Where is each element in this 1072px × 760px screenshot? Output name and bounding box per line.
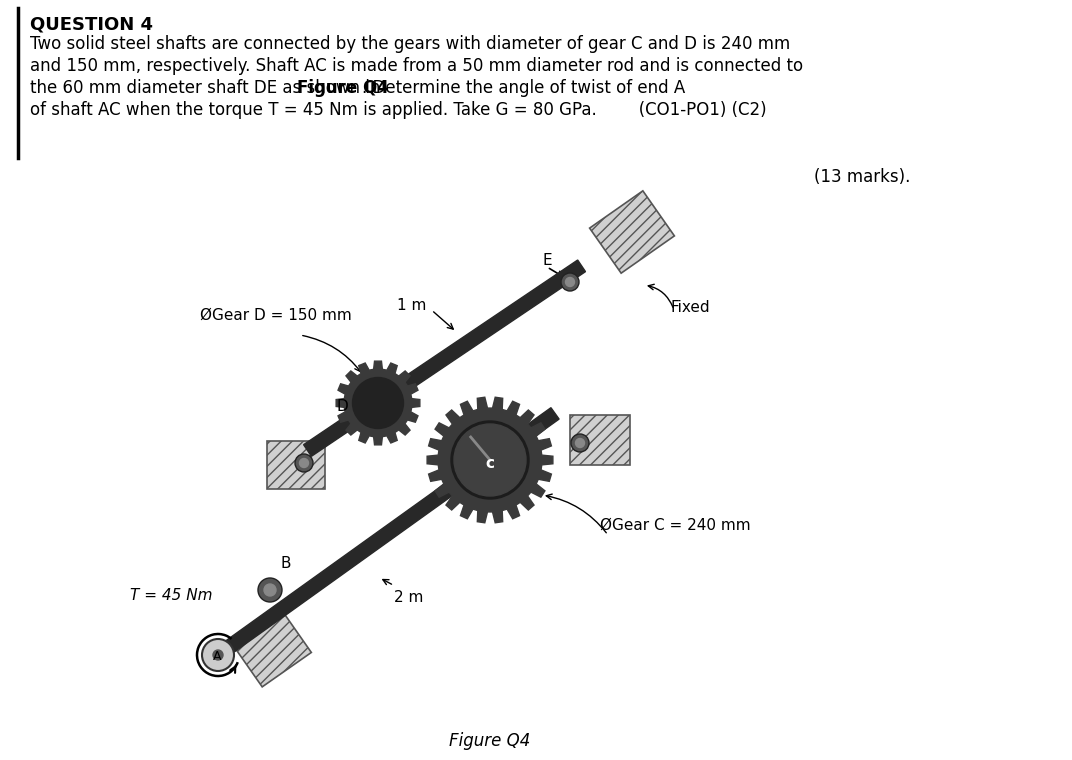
Text: B: B: [280, 556, 291, 571]
Polygon shape: [303, 260, 585, 456]
Text: T = 45 Nm: T = 45 Nm: [130, 588, 212, 603]
Bar: [570, 415, 630, 465]
Circle shape: [258, 578, 282, 602]
Text: c: c: [486, 455, 494, 470]
Text: of shaft AC when the torque T = 45 Nm is applied. Take G = 80 GPa.        (CO1-P: of shaft AC when the torque T = 45 Nm is…: [30, 101, 766, 119]
Text: E: E: [544, 253, 553, 268]
Text: Two solid steel shafts are connected by the gears with diameter of gear C and D : Two solid steel shafts are connected by …: [30, 35, 790, 53]
Text: . Determine the angle of twist of end A: . Determine the angle of twist of end A: [361, 79, 685, 97]
Circle shape: [299, 458, 309, 467]
Circle shape: [576, 439, 584, 448]
Text: Figure Q4: Figure Q4: [297, 79, 389, 97]
Text: and 150 mm, respectively. Shaft AC is made from a 50 mm diameter rod and is conn: and 150 mm, respectively. Shaft AC is ma…: [30, 57, 803, 75]
Circle shape: [455, 424, 526, 496]
Circle shape: [561, 273, 579, 291]
Circle shape: [295, 454, 313, 472]
Text: Figure Q4: Figure Q4: [449, 732, 531, 750]
Bar: [267, 441, 325, 489]
Text: (13 marks).: (13 marks).: [814, 168, 910, 186]
Circle shape: [213, 650, 223, 660]
Bar: [235, 613, 311, 687]
Polygon shape: [337, 361, 420, 445]
Text: the 60 mm diameter shaft DE as shown in: the 60 mm diameter shaft DE as shown in: [30, 79, 386, 97]
Bar: [590, 191, 674, 273]
Text: Fixed: Fixed: [670, 300, 710, 315]
Text: ØGear C = 240 mm: ØGear C = 240 mm: [600, 518, 750, 533]
Circle shape: [451, 421, 528, 499]
Circle shape: [571, 434, 589, 452]
Text: 2 m: 2 m: [394, 590, 423, 605]
Polygon shape: [214, 407, 560, 660]
Text: D: D: [336, 399, 347, 414]
Text: 1 m: 1 m: [397, 297, 427, 312]
Text: ØGear D = 150 mm: ØGear D = 150 mm: [200, 308, 352, 323]
Circle shape: [264, 584, 276, 596]
Polygon shape: [427, 397, 553, 523]
Circle shape: [202, 639, 234, 671]
Text: QUESTION 4: QUESTION 4: [30, 15, 153, 33]
Text: A: A: [212, 650, 221, 663]
Circle shape: [353, 378, 403, 429]
Circle shape: [566, 277, 575, 287]
